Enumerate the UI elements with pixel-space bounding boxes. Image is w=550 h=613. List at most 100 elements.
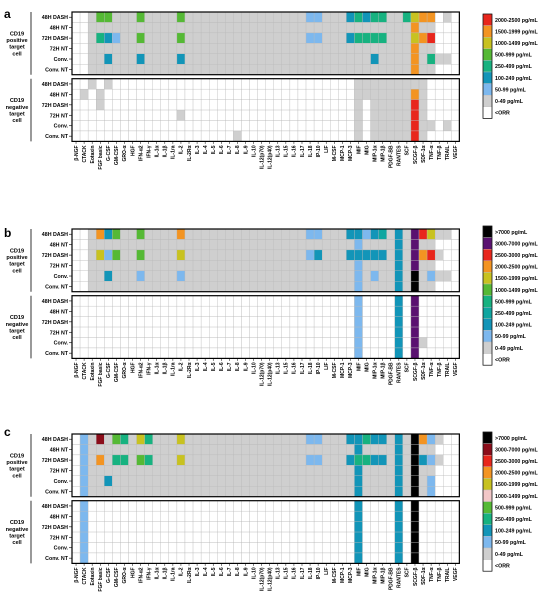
heatmap-cell <box>370 295 379 307</box>
heatmap-cell <box>418 109 428 121</box>
legend-swatch <box>482 353 493 366</box>
heatmap-cell <box>136 32 145 44</box>
legend-swatch <box>482 466 493 479</box>
heatmap-cell <box>87 326 97 338</box>
heatmap-cell <box>330 260 339 271</box>
heatmap-cell <box>160 326 170 338</box>
heatmap-cell <box>426 510 436 522</box>
heatmap-cell <box>233 78 242 90</box>
heatmap-cell <box>426 295 436 307</box>
heatmap-cell <box>362 326 371 338</box>
column-label: TNF-β <box>437 145 443 159</box>
heatmap-cell <box>402 454 412 466</box>
heatmap-cell <box>394 454 404 466</box>
heatmap-cell <box>330 454 339 466</box>
heatmap-cell <box>378 53 387 65</box>
heatmap-cell <box>160 88 170 100</box>
heatmap-cell <box>281 260 291 271</box>
heatmap-cell <box>241 88 250 100</box>
heatmap-cell <box>297 11 307 23</box>
heatmap-cell <box>281 281 291 292</box>
heatmap-cell <box>410 475 420 487</box>
heatmap-cell <box>225 552 234 564</box>
heatmap-cell <box>386 510 395 522</box>
heatmap-cell <box>281 249 291 261</box>
heatmap-cell <box>418 64 428 75</box>
heatmap-cell <box>168 316 178 328</box>
heatmap-cell <box>168 120 178 132</box>
heatmap-cell <box>120 465 129 476</box>
heatmap-cell <box>346 249 355 261</box>
heatmap-cell <box>176 454 186 466</box>
heatmap-cell <box>281 120 291 132</box>
legend-label: 0-49 pg/mL <box>495 552 524 558</box>
heatmap-cell <box>104 475 113 487</box>
heatmap-cell <box>305 32 315 44</box>
heatmap-cell <box>297 531 307 543</box>
heatmap-cell <box>144 64 153 75</box>
heatmap-cell <box>257 120 266 132</box>
column-label: IL-18 <box>308 362 314 374</box>
heatmap-cell <box>160 510 170 522</box>
heatmap-cell <box>426 43 436 54</box>
heatmap-cell <box>168 22 178 34</box>
heatmap-cell <box>71 130 81 142</box>
heatmap-cell <box>96 326 105 338</box>
row-label: Conv. NT <box>45 351 69 357</box>
row-label: 48H DASH <box>42 299 68 305</box>
heatmap-cell <box>225 120 234 132</box>
column-label: MIP-1β <box>380 362 386 378</box>
heatmap-cell <box>321 228 331 240</box>
heatmap-cell <box>152 130 161 142</box>
heatmap-cell <box>241 552 250 564</box>
heatmap-cell <box>321 486 331 497</box>
heatmap-cell <box>297 32 307 44</box>
heatmap-cell <box>321 130 331 142</box>
column-label: IL-10 <box>251 567 257 579</box>
heatmap-cell <box>443 99 452 111</box>
heatmap-cell <box>265 53 274 65</box>
heatmap-cell <box>410 326 420 338</box>
heatmap-cell <box>104 228 113 240</box>
heatmap-cell <box>426 486 436 497</box>
heatmap-cell <box>136 249 145 261</box>
heatmap-cell <box>289 130 299 142</box>
heatmap-cell <box>160 53 170 65</box>
heatmap-cell <box>257 130 266 142</box>
heatmap-cell <box>321 454 331 466</box>
heatmap-cell <box>370 444 379 456</box>
heatmap-cell <box>160 295 170 307</box>
heatmap-cell <box>305 295 315 307</box>
heatmap-cell <box>176 228 186 240</box>
heatmap-cell <box>152 281 161 292</box>
heatmap-cell <box>160 500 170 512</box>
group-label: target <box>9 467 25 473</box>
heatmap-cell <box>225 239 234 251</box>
heatmap-cell <box>370 486 379 497</box>
heatmap-cell <box>200 337 210 349</box>
heatmap-cell <box>273 486 282 497</box>
column-label: IL-5 <box>211 145 217 154</box>
heatmap-cell <box>297 542 307 554</box>
heatmap-cell <box>71 64 81 75</box>
heatmap-cell <box>265 465 274 476</box>
column-label: VEGF <box>453 145 459 159</box>
heatmap-cell <box>265 510 274 522</box>
heatmap-cell <box>225 11 234 23</box>
heatmap-cell <box>338 465 347 476</box>
heatmap-cell <box>79 32 89 44</box>
heatmap-cell <box>233 260 242 271</box>
heatmap-cell <box>321 109 331 121</box>
heatmap-cell <box>410 53 420 65</box>
heatmap-cell <box>330 109 339 121</box>
column-label: β-NGF <box>74 567 80 582</box>
column-label: IL-13 <box>276 145 282 157</box>
heatmap-cell <box>305 11 315 23</box>
row-label: Conv. NT <box>45 489 69 495</box>
heatmap-cell <box>192 109 202 121</box>
heatmap-cell <box>386 99 395 111</box>
heatmap-cell <box>346 337 355 349</box>
column-label: IL-7 <box>227 362 233 371</box>
heatmap-cell <box>257 88 266 100</box>
heatmap-cell <box>426 64 436 75</box>
